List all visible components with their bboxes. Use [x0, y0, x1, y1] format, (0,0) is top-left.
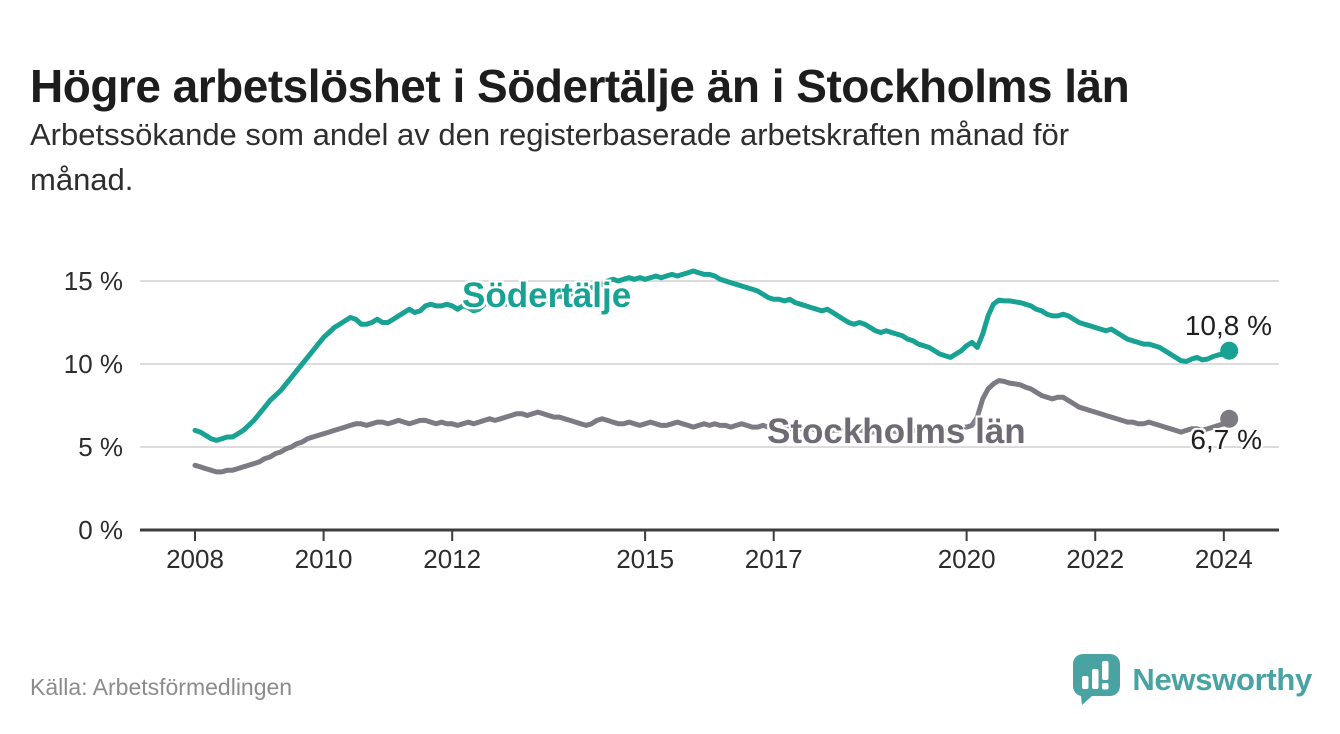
page-title: Högre arbetslöshet i Södertälje än i Sto… [30, 59, 1130, 112]
series-line-stockholms-l-n [192, 378, 1232, 475]
x-axis-label-2012: 2012 [423, 544, 481, 574]
x-axis-label-2024: 2024 [1195, 544, 1253, 574]
end-value-label-sodertalje: 10,8 % [1184, 310, 1272, 341]
y-axis-label-10-pct: 10 % [64, 349, 123, 379]
end-dot-stockholms-l-n [1220, 409, 1239, 428]
series-label-stockholms-lan: Stockholms län [767, 412, 1026, 451]
end-value-label-stockholms-lan: 6,7 % [1190, 424, 1262, 455]
brand-lockup: Newsworthy [1072, 653, 1312, 706]
x-axis-label-2020: 2020 [938, 544, 996, 574]
x-axis-label-2022: 2022 [1066, 544, 1124, 574]
x-axis-label-2015: 2015 [616, 544, 674, 574]
x-axis-label-2017: 2017 [745, 544, 803, 574]
subtitle-line-2: månad. [30, 162, 134, 197]
series-line-s-dert-lje [192, 268, 1232, 443]
x-axis-label-2008: 2008 [166, 544, 224, 574]
source-note: Källa: Arbetsförmedlingen [30, 674, 293, 700]
brand-name: Newsworthy [1132, 661, 1312, 697]
page-subtitle: Arbetssökande som andel av den registerb… [30, 112, 1270, 202]
subtitle-line-1: Arbetssökande som andel av den registerb… [30, 117, 1070, 152]
newsworthy-logo-icon [1073, 654, 1121, 705]
end-dot-s-dert-lje [1220, 341, 1239, 360]
series-label-sodertalje: Södertälje [462, 276, 632, 315]
line-chart: 0 % 5 % 10 % 15 % 2008 2010 2012 2015 2017 2020 20… [64, 266, 1279, 574]
y-axis-label-5-pct: 5 % [78, 432, 123, 462]
x-axis-label-2010: 2010 [295, 544, 353, 574]
y-axis-label-0-pct: 0 % [78, 515, 123, 545]
y-axis-label-15-pct: 15 % [64, 266, 123, 296]
